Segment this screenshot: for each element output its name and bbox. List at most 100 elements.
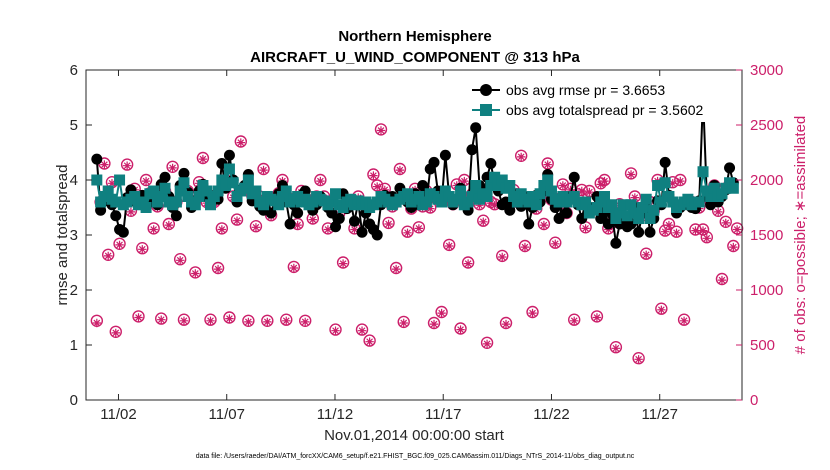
spread-point: [697, 166, 709, 178]
rmse-point: [644, 226, 656, 238]
obs-assimilated-point: [100, 160, 109, 169]
rmse-point: [659, 156, 671, 168]
x-tick-label: 11/12: [317, 406, 353, 423]
spread-point: [496, 174, 508, 186]
obs-assimilated-point: [251, 223, 261, 232]
spread-point: [91, 174, 103, 186]
obs-possible-point: [382, 216, 395, 230]
rmse-point: [292, 207, 304, 219]
spread-point: [545, 185, 557, 197]
spread-point: [148, 185, 160, 197]
spread-point: [606, 199, 618, 211]
y-tick-label: 5: [70, 117, 78, 134]
obs-possible-point: [537, 217, 551, 231]
obs-assimilated-point: [721, 218, 730, 228]
spread-point: [451, 193, 463, 205]
obs-possible-point: [136, 241, 149, 255]
obs-possible-point: [526, 305, 539, 319]
obs-assimilated-point: [444, 241, 454, 251]
spread-point: [580, 196, 592, 208]
obs-assimilated-point: [456, 325, 465, 334]
obs-possible-point: [568, 313, 581, 326]
obs-assimilated-point: [664, 220, 674, 230]
obs-assimilated-point: [528, 308, 537, 318]
spread-point: [466, 191, 478, 202]
obs-assimilated-point: [350, 225, 359, 234]
rmse-point: [439, 149, 451, 161]
spread-point: [273, 199, 285, 211]
obs-possible-point: [393, 162, 407, 176]
obs-possible-point: [632, 352, 645, 365]
obs-assimilated-point: [179, 316, 189, 325]
plot-area: [90, 90, 744, 365]
obs-possible-point: [412, 221, 426, 234]
obs-assimilated-point: [482, 339, 492, 349]
obs-assimilated-point: [596, 180, 605, 189]
obs-possible-point: [299, 314, 312, 327]
obs-assimilated-point: [641, 250, 651, 259]
obs-assimilated-point: [475, 201, 484, 210]
spread-point: [489, 171, 501, 183]
obs-assimilated-point: [702, 234, 712, 243]
obs-possible-point: [230, 213, 244, 226]
obs-assimilated-point: [634, 355, 643, 364]
obs-possible-point: [727, 239, 740, 253]
obs-assimilated-point: [395, 165, 405, 175]
obs-possible-point: [477, 214, 490, 227]
obs-assimilated-point: [122, 161, 132, 170]
obs-assimilated-point: [551, 239, 560, 248]
obs-assimilated-point: [414, 224, 424, 233]
obs-assimilated-point: [729, 242, 738, 252]
obs-possible-point: [609, 341, 623, 354]
obs-assimilated-point: [282, 316, 291, 325]
spread-point: [534, 188, 546, 200]
obs-assimilated-point: [338, 259, 348, 268]
rmse-point: [178, 167, 190, 179]
obs-assimilated-point: [263, 317, 272, 327]
spread-point: [504, 180, 516, 191]
obs-assimilated-point: [577, 186, 586, 196]
rmse-point: [561, 207, 573, 219]
obs-assimilated-point: [399, 318, 408, 328]
obs-assimilated-point: [460, 176, 469, 186]
obs-assimilated-point: [426, 204, 435, 213]
obs-possible-point: [518, 239, 532, 253]
obs-assimilated-point: [566, 185, 575, 195]
y-tick-label: 6: [70, 62, 78, 79]
obs-assimilated-point: [679, 316, 689, 325]
spread-point: [330, 188, 342, 200]
obs-possible-point: [367, 168, 380, 181]
obs-possible-point: [389, 261, 403, 275]
obs-possible-point: [155, 312, 168, 325]
rmse-point: [724, 162, 736, 174]
spread-point: [326, 196, 338, 208]
obs-possible-point: [204, 313, 217, 326]
obs-possible-point: [442, 238, 456, 252]
obs-assimilated-point: [520, 242, 530, 252]
obs-assimilated-point: [376, 126, 386, 135]
obs-assimilated-point: [141, 176, 151, 186]
obs-possible-point: [177, 313, 191, 326]
spread-point: [481, 191, 493, 202]
obs-possible-point: [363, 334, 376, 347]
rmse-point: [159, 171, 171, 183]
obs-possible-point: [674, 173, 687, 187]
y2-tick-label: 0: [750, 392, 758, 409]
obs-assimilated-point: [92, 318, 102, 328]
obs-assimilated-point: [206, 316, 215, 325]
spread-point: [708, 182, 720, 194]
obs-assimilated-point: [380, 185, 389, 195]
obs-assimilated-point: [157, 315, 166, 324]
obs-assimilated-point: [486, 198, 496, 208]
rmse-point: [110, 210, 122, 222]
chart-subtitle: AIRCRAFT_U_WIND_COMPONENT @ 313 hPa: [250, 49, 580, 66]
obs-assimilated-point: [323, 225, 333, 234]
spread-point: [242, 174, 254, 186]
obs-assimilated-point: [463, 259, 473, 268]
rmse-point: [348, 215, 360, 227]
rmse-point: [568, 171, 580, 183]
obs-possible-point: [549, 236, 562, 249]
rmse-point: [284, 218, 296, 230]
obs-assimilated-point: [672, 228, 681, 237]
obs-assimilated-point: [175, 256, 185, 265]
